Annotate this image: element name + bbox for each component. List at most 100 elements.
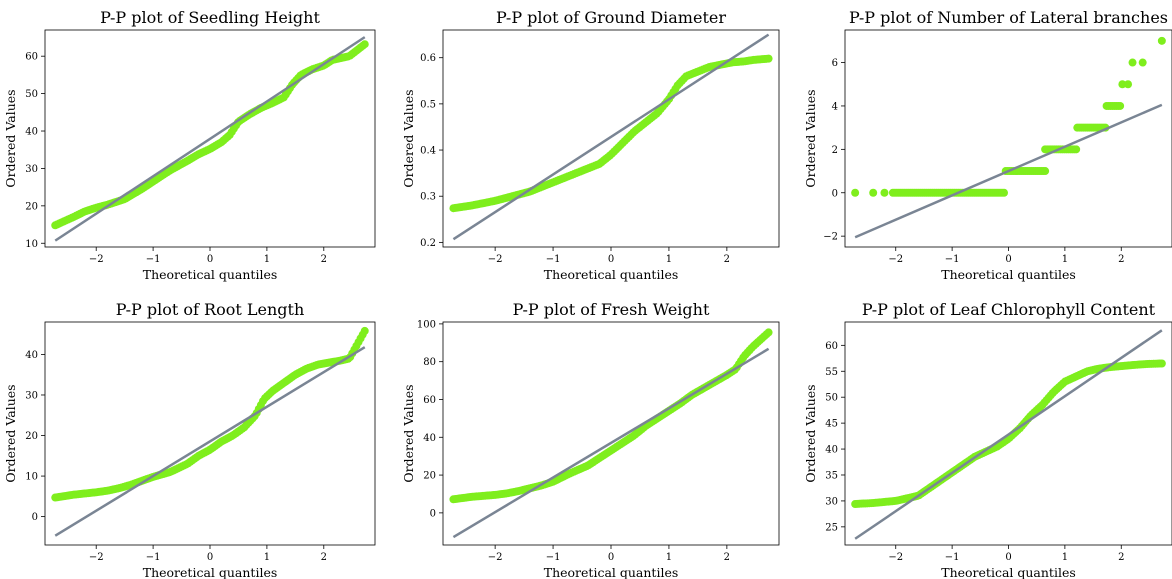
y-tick-label: 40 — [25, 350, 38, 361]
chart-title: P-P plot of Leaf Chlorophyll Content — [862, 300, 1156, 319]
y-tick-label: 55 — [825, 367, 838, 378]
y-axis-label: Ordered Values — [3, 89, 18, 187]
chart-panel: P-P plot of Leaf Chlorophyll Content −2 −1… — [803, 300, 1172, 579]
y-tick-label: 60 — [825, 341, 838, 352]
x-tick-label: −2 — [488, 254, 503, 265]
x-tick-label: 2 — [1118, 552, 1124, 563]
x-tick-label: 1 — [1062, 254, 1068, 265]
y-axis-label: Ordered Values — [3, 384, 18, 482]
data-point — [1157, 36, 1166, 45]
x-axis-label: Theoretical quantiles — [544, 267, 679, 282]
plot-area — [851, 36, 1166, 239]
y-tick-label: 35 — [825, 470, 838, 481]
x-tick-label: 0 — [608, 552, 614, 563]
axes-frame — [844, 29, 1172, 248]
y-tick-label: 0.2 — [420, 238, 436, 249]
data-point — [999, 188, 1008, 197]
y-tick-label: 30 — [825, 496, 838, 507]
y-tick-label: 20 — [423, 471, 436, 482]
y-tick-label: 4 — [832, 101, 838, 112]
x-tick-label: 0 — [207, 552, 213, 563]
chart-title: P-P plot of Ground Diameter — [496, 8, 726, 27]
plot-area — [449, 33, 773, 241]
y-tick-label: 10 — [25, 239, 38, 250]
y-tick-label: 80 — [423, 357, 436, 368]
data-point — [1041, 167, 1050, 176]
x-tick-label: 1 — [1062, 552, 1068, 563]
reference-line — [54, 346, 366, 537]
y-tick-label: 0.5 — [420, 99, 436, 110]
data-point — [1157, 359, 1166, 368]
y-tick-label: −2 — [823, 232, 838, 243]
y-tick-label: 45 — [825, 419, 838, 430]
reference-line — [854, 103, 1163, 239]
chart-title: P-P plot of Fresh Weight — [513, 300, 710, 319]
x-tick-label: 2 — [321, 254, 327, 265]
x-axis-label: Theoretical quantiles — [544, 565, 679, 579]
x-tick-label: −2 — [89, 254, 104, 265]
plot-area — [51, 36, 369, 242]
y-axis-label: Ordered Values — [401, 384, 416, 482]
y-tick-label: 0.4 — [420, 146, 436, 157]
data-point — [764, 328, 773, 337]
chart-panel: P-P plot of Fresh Weight−2 −1 0 1 2020406080… — [401, 300, 780, 579]
chart-panel: P-P plot of Number of Lateral branches −2… — [803, 8, 1172, 282]
chart-title: P-P plot of Seedling Height — [100, 8, 320, 27]
data-point — [880, 188, 889, 197]
data-point — [1072, 145, 1081, 154]
data-point — [1128, 58, 1137, 67]
data-point — [869, 188, 878, 197]
x-tick-label: −1 — [945, 552, 960, 563]
x-tick-label: 1 — [666, 254, 672, 265]
y-axis-label: Ordered Values — [803, 384, 818, 482]
reference-line — [854, 329, 1163, 540]
y-tick-label: 30 — [25, 390, 38, 401]
x-tick-label: −1 — [546, 552, 561, 563]
y-axis-label: Ordered Values — [803, 89, 818, 187]
chart-panel: P-P plot of Seedling Height −2 −1 0 1 2 10 20 30… — [3, 8, 376, 282]
y-tick-label: 0.3 — [420, 192, 436, 203]
data-point — [1118, 80, 1127, 89]
x-axis-label: Theoretical quantiles — [143, 267, 278, 282]
y-tick-label: 10 — [25, 472, 38, 483]
y-tick-label: 0 — [832, 188, 838, 199]
x-tick-label: 2 — [321, 552, 327, 563]
chart-title: P-P plot of Number of Lateral branches — [849, 8, 1168, 27]
x-tick-label: −2 — [888, 552, 903, 563]
y-tick-label: 50 — [25, 89, 38, 100]
chart-panel: P-P plot of Ground Diameter −2 −1 0 1 2 0.2 0.3… — [401, 8, 780, 282]
x-tick-label: 0 — [1005, 552, 1011, 563]
x-tick-label: −2 — [89, 552, 104, 563]
y-tick-label: 40 — [25, 127, 38, 138]
x-axis-label: Theoretical quantiles — [941, 267, 1076, 282]
reference-line — [452, 347, 770, 539]
x-tick-label: 0 — [608, 254, 614, 265]
reference-line — [54, 36, 366, 242]
y-tick-label: 30 — [25, 164, 38, 175]
x-tick-label: 1 — [666, 552, 672, 563]
x-tick-label: 2 — [724, 552, 730, 563]
x-tick-label: 1 — [264, 552, 270, 563]
x-tick-label: 0 — [1005, 254, 1011, 265]
data-point — [1124, 80, 1133, 89]
y-tick-label: 0 — [430, 508, 436, 519]
y-tick-label: 60 — [25, 52, 38, 63]
plot-area — [851, 329, 1166, 540]
plot-area — [51, 326, 369, 537]
y-tick-label: 20 — [25, 201, 38, 212]
y-tick-label: 25 — [825, 522, 838, 533]
x-tick-label: −1 — [146, 254, 161, 265]
x-tick-label: 2 — [1118, 254, 1124, 265]
y-tick-label: 6 — [832, 58, 838, 69]
data-point — [851, 188, 860, 197]
data-point — [1116, 101, 1125, 110]
data-point — [360, 326, 369, 335]
chart-title: P-P plot of Root Length — [116, 300, 305, 319]
x-tick-label: 1 — [264, 254, 270, 265]
x-tick-label: −1 — [945, 254, 960, 265]
x-tick-label: −2 — [488, 552, 503, 563]
axes-frame — [442, 321, 780, 546]
x-tick-label: 2 — [724, 254, 730, 265]
y-tick-label: 60 — [423, 395, 436, 406]
y-tick-label: 50 — [825, 393, 838, 404]
